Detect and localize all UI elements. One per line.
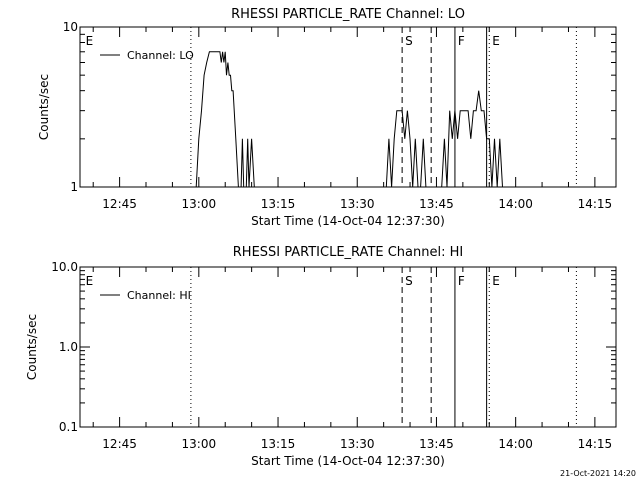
x-tick-label: 14:15 — [578, 197, 613, 211]
x-tick-label: 13:15 — [261, 437, 296, 451]
marker-label: E — [492, 274, 500, 288]
x-tick-label: 13:45 — [419, 437, 454, 451]
x-axis-label: Start Time (14-Oct-04 12:37:30) — [251, 214, 445, 228]
x-tick-label: 14:15 — [578, 437, 613, 451]
marker-label: S — [405, 34, 413, 48]
x-tick-label: 13:15 — [261, 197, 296, 211]
y-tick-label: 1 — [70, 180, 78, 194]
marker-label: S — [405, 274, 413, 288]
series-line — [195, 51, 503, 188]
legend-entry: Channel: HI — [127, 289, 191, 302]
marker-label: E — [492, 34, 500, 48]
marker-label: E — [86, 34, 94, 48]
chart-title: RHESSI PARTICLE_RATE Channel: LO — [231, 7, 465, 22]
y-axis-label: Counts/sec — [37, 74, 51, 140]
y-tick-label: 10.0 — [51, 260, 78, 274]
x-tick-label: 13:45 — [419, 197, 454, 211]
x-tick-label: 13:30 — [340, 197, 375, 211]
x-tick-label: 13:30 — [340, 437, 375, 451]
marker-label: F — [458, 274, 465, 288]
chart-title: RHESSI PARTICLE_RATE Channel: HI — [233, 245, 463, 260]
hi-panel: RHESSI PARTICLE_RATE Channel: HI 0.1 1.0 10… — [25, 245, 617, 468]
x-tick-label: 14:00 — [498, 437, 533, 451]
x-tick-label: 13:00 — [182, 437, 217, 451]
marker-label: E — [86, 274, 94, 288]
marker-label: F — [458, 34, 465, 48]
x-tick-label: 12:45 — [102, 197, 137, 211]
y-axis-label: Counts/sec — [25, 314, 39, 380]
y-tick-label: 10 — [63, 20, 78, 34]
y-tick-label: 0.1 — [59, 420, 78, 434]
y-tick-label: 1.0 — [59, 340, 78, 354]
lo-panel: RHESSI PARTICLE_RATE Channel: LO 1 10 Count… — [37, 7, 617, 228]
x-tick-label: 13:00 — [182, 197, 217, 211]
x-tick-label: 14:00 — [498, 197, 533, 211]
x-axis-label: Start Time (14-Oct-04 12:37:30) — [251, 454, 445, 468]
legend-entry: Channel: LO — [127, 49, 194, 62]
x-tick-label: 12:45 — [102, 437, 137, 451]
footer-timestamp: 21-Oct-2021 14:20 — [560, 469, 636, 478]
